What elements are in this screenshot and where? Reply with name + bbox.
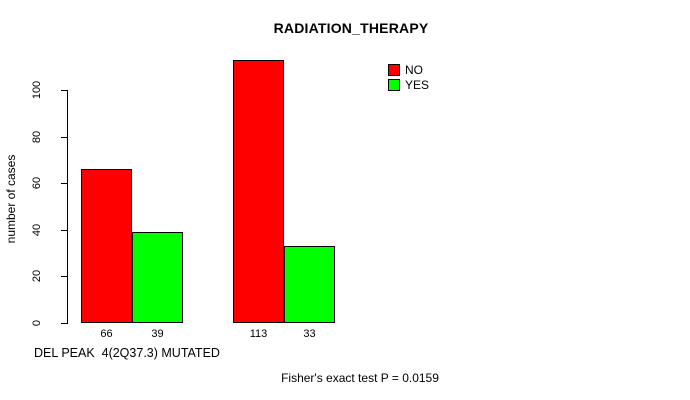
y-axis-tick-label: 60: [31, 177, 43, 190]
bar-no-group1: [81, 169, 132, 323]
bar-no-group2: [233, 60, 284, 323]
y-axis-tick-label: 0: [31, 319, 43, 327]
y-axis-tick: [61, 183, 68, 185]
legend-swatch-no: [388, 63, 400, 76]
chart-title: RADIATION_THERAPY: [273, 20, 429, 36]
bar-value-label: 113: [249, 328, 268, 340]
y-axis-tick-label: 100: [31, 80, 43, 100]
bar-yes-group1: [132, 232, 183, 323]
fisher-test-note: Fisher's exact test P = 0.0159: [281, 371, 439, 385]
legend-label: YES: [405, 77, 430, 92]
y-axis-tick: [61, 136, 68, 138]
y-axis-tick: [61, 229, 68, 231]
bar-value-label: 33: [303, 328, 316, 340]
legend-item-yes: YES: [388, 77, 429, 92]
y-axis-title: number of cases: [4, 154, 18, 244]
y-axis-tick: [61, 90, 68, 91]
legend: NO YES: [388, 62, 429, 92]
legend-item-no: NO: [388, 62, 429, 77]
y-axis-tick: [61, 276, 68, 278]
y-axis-line: [67, 90, 68, 323]
x-axis-label: DEL PEAK 4(2Q37.3) MUTATED: [34, 346, 220, 360]
bar-yes-group2: [284, 246, 335, 323]
y-axis-tick-label: 20: [31, 270, 43, 283]
bar-value-label: 39: [151, 328, 164, 340]
y-axis-tick: [61, 323, 68, 324]
bar-value-label: 66: [100, 328, 113, 340]
y-axis-tick-label: 40: [31, 223, 43, 236]
legend-swatch-yes: [388, 78, 400, 91]
legend-label: NO: [405, 62, 423, 77]
y-axis-tick-label: 80: [31, 130, 43, 143]
